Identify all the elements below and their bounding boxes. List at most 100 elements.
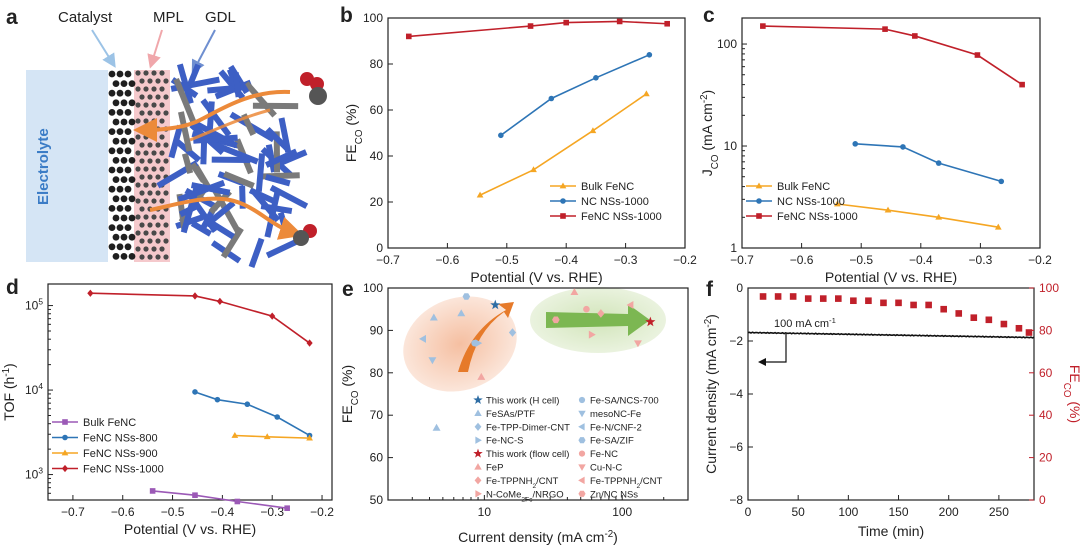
y-tick-label: 50 bbox=[370, 493, 384, 507]
data-point bbox=[498, 132, 504, 139]
catalyst-particle bbox=[124, 70, 132, 78]
data-point bbox=[865, 297, 872, 305]
legend-marker bbox=[61, 449, 69, 456]
data-point bbox=[935, 160, 942, 166]
data-point bbox=[850, 297, 857, 305]
data-point bbox=[429, 313, 438, 321]
y2-axis: 0 20 40 60 80 100 bbox=[1029, 281, 1059, 507]
data-point bbox=[985, 316, 993, 324]
catalyst-particle bbox=[116, 166, 124, 174]
x-tick-label: −0.7 bbox=[730, 253, 754, 267]
x-tick-label: −0.6 bbox=[790, 253, 814, 267]
mpl-particle bbox=[135, 150, 141, 156]
catalyst-particle bbox=[124, 89, 132, 97]
mpl-particle bbox=[155, 238, 161, 244]
legend-item: FeNC NSs-800 bbox=[52, 433, 158, 445]
x-axis: 10 100 bbox=[387, 495, 689, 519]
panel-a-schematic: a Catalyst MPL GDL Electrolyte bbox=[6, 6, 327, 269]
catalyst-particle bbox=[120, 80, 128, 87]
annotation-label: 100 mA cm-1 bbox=[774, 316, 836, 331]
x-tick-label: −0.5 bbox=[495, 253, 519, 267]
data-point bbox=[269, 312, 276, 320]
legend-marker bbox=[756, 198, 762, 204]
x-tick-label: −0.3 bbox=[969, 253, 993, 267]
x-axis-label: Time (min) bbox=[858, 523, 924, 539]
y-axis-label: Current density (mA cm-2) bbox=[703, 314, 720, 474]
mpl-particle bbox=[135, 214, 141, 220]
series-line bbox=[90, 292, 311, 344]
catalyst-particle bbox=[128, 195, 136, 203]
series-fenc-nss-900 bbox=[231, 431, 313, 441]
x-tick-label: −0.6 bbox=[436, 253, 460, 267]
y-tick-label: 90 bbox=[370, 323, 384, 337]
mpl-particle bbox=[139, 174, 145, 180]
mpl-particle bbox=[143, 246, 149, 252]
mpl-particle bbox=[143, 102, 149, 108]
data-point bbox=[616, 18, 623, 25]
legend-item: Fe-SA/ZIF bbox=[578, 436, 634, 447]
legend-marker bbox=[578, 476, 585, 485]
panel-letter: f bbox=[706, 278, 714, 301]
data-point bbox=[597, 309, 605, 318]
legend-marker bbox=[62, 419, 68, 425]
legend-label: Fe-TPPNH2/CNT bbox=[590, 476, 663, 490]
x-tick-label: −0.4 bbox=[554, 253, 578, 267]
y-tick-label: −4 bbox=[729, 387, 743, 401]
catalyst-particle bbox=[120, 157, 128, 164]
gdl-fiber bbox=[264, 190, 281, 238]
panel-letter: c bbox=[703, 4, 715, 27]
legend-item: Fe-TPP-Dimer-CNT bbox=[474, 422, 570, 433]
mpl-particle bbox=[147, 222, 153, 228]
data-point bbox=[940, 305, 947, 313]
co2-molecule-icon bbox=[300, 72, 327, 105]
catalyst-particle bbox=[120, 195, 128, 203]
series-fenc-nss-1000 bbox=[87, 289, 313, 347]
catalyst-particle bbox=[116, 147, 124, 155]
data-point bbox=[306, 434, 313, 441]
mpl-particle bbox=[139, 110, 145, 116]
gdl-pointer bbox=[191, 29, 216, 75]
electrolyte-region bbox=[26, 70, 108, 262]
legend-marker bbox=[756, 213, 762, 219]
y-tick-label: 70 bbox=[370, 408, 384, 422]
series-bulk-fenc bbox=[476, 90, 650, 198]
catalyst-particle bbox=[128, 157, 136, 164]
legend-label: FeNC NSs-800 bbox=[83, 433, 158, 445]
mpl-particle bbox=[139, 238, 145, 244]
data-point bbox=[490, 299, 501, 310]
x-tick-label: 100 bbox=[838, 505, 858, 519]
legend-item: Fe-N/CNF-2 bbox=[578, 422, 642, 433]
gdl-fiber bbox=[265, 127, 289, 151]
data-point bbox=[471, 339, 478, 347]
mpl-particle bbox=[139, 142, 145, 148]
series-line bbox=[500, 54, 650, 136]
catalyst-particle bbox=[108, 109, 116, 116]
mpl-particle bbox=[147, 142, 153, 148]
mpl-particle bbox=[135, 70, 141, 76]
panel-d-tof-vs-potential: d −0.7 −0.6 −0.5 −0.4 −0.3 −0.2 103 104 105 Potent… bbox=[1, 276, 335, 537]
mpl-particle bbox=[147, 174, 153, 180]
mpl-particle bbox=[159, 102, 165, 108]
x-tick-label: −0.4 bbox=[211, 505, 235, 519]
mpl-particle bbox=[163, 238, 169, 244]
data-point bbox=[593, 75, 599, 81]
data-points bbox=[419, 288, 656, 431]
legend-item: Fe-TPPNH2/CNT bbox=[474, 476, 559, 489]
legend-item: FeNC NSs-900 bbox=[52, 448, 158, 460]
legend-label: Fe-N/CNF-2 bbox=[590, 422, 642, 433]
data-point bbox=[563, 19, 569, 26]
catalyst-particle bbox=[112, 118, 120, 126]
data-point bbox=[527, 23, 534, 29]
axis-pointer-arrow bbox=[762, 334, 787, 363]
legend-marker bbox=[474, 476, 482, 485]
data-point bbox=[149, 488, 156, 494]
co2-flow-arrows bbox=[133, 89, 304, 240]
y-tick-label: 20 bbox=[370, 195, 384, 209]
legend-item: N-CoMe2Fc/NRGO bbox=[475, 489, 564, 503]
data-point bbox=[508, 328, 517, 337]
legend-label: FeNC NSs-1000 bbox=[777, 211, 858, 223]
series-fe-co bbox=[759, 293, 1033, 336]
legend-marker bbox=[61, 464, 69, 473]
x-tick-label: −0.3 bbox=[614, 253, 638, 267]
legend-item: NC NSs-1000 bbox=[746, 196, 845, 208]
